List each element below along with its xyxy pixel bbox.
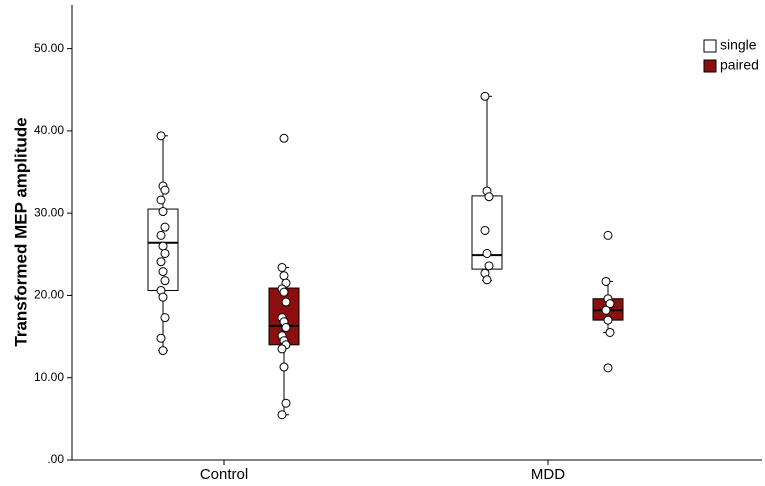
- y-tick-label: 40.00: [34, 123, 64, 137]
- data-point: [277, 262, 287, 272]
- data-point: [156, 195, 166, 205]
- y-tick-label: 50.00: [34, 41, 64, 55]
- data-point: [482, 248, 492, 258]
- data-point: [480, 225, 490, 235]
- data-point: [605, 299, 615, 309]
- data-point: [160, 248, 170, 258]
- data-point: [480, 91, 490, 101]
- data-point: [482, 275, 492, 285]
- y-axis-label: Transformed MEP amplitude: [11, 117, 30, 346]
- data-point: [158, 241, 168, 251]
- y-tick-label: .00: [47, 452, 64, 466]
- data-point: [160, 185, 170, 195]
- data-point: [158, 292, 168, 302]
- data-point: [484, 261, 494, 271]
- x-tick-label: MDD: [531, 466, 565, 483]
- data-point: [281, 323, 291, 333]
- data-point: [279, 362, 289, 372]
- data-point: [277, 344, 287, 354]
- data-point: [160, 276, 170, 286]
- data-point: [281, 297, 291, 307]
- data-point: [281, 398, 291, 408]
- legend-swatch: [703, 59, 717, 73]
- legend-swatch: [703, 39, 717, 53]
- x-tick-label: Control: [200, 466, 248, 483]
- data-point: [279, 271, 289, 281]
- data-point: [158, 346, 168, 356]
- data-point: [603, 315, 613, 325]
- data-point: [160, 222, 170, 232]
- data-point: [484, 192, 494, 202]
- data-point: [279, 287, 289, 297]
- data-point: [156, 257, 166, 267]
- data-point: [605, 327, 615, 337]
- outlier: [603, 230, 613, 240]
- legend-label: single: [720, 37, 757, 53]
- data-point: [158, 267, 168, 277]
- data-point: [158, 207, 168, 217]
- y-tick-label: 30.00: [34, 205, 64, 219]
- data-point: [277, 410, 287, 420]
- y-tick-label: 10.00: [34, 370, 64, 384]
- data-point: [160, 313, 170, 323]
- data-point: [156, 230, 166, 240]
- outlier: [603, 363, 613, 373]
- legend-label: paired: [720, 57, 759, 73]
- y-tick-label: 20.00: [34, 288, 64, 302]
- data-point: [156, 333, 166, 343]
- outlier: [279, 133, 289, 143]
- data-point: [601, 305, 611, 315]
- data-point: [601, 276, 611, 286]
- data-point: [156, 131, 166, 141]
